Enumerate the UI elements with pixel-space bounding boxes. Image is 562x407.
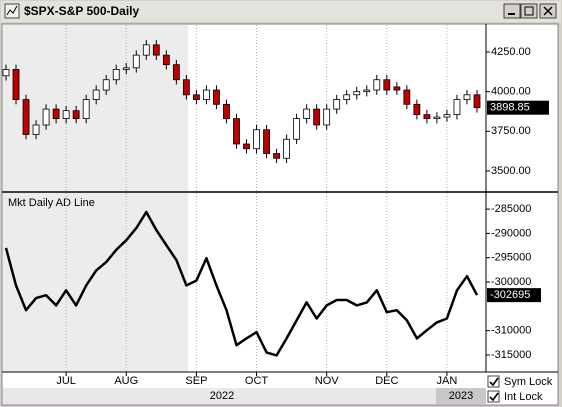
candle-body [443, 114, 451, 118]
candle-body [112, 69, 120, 81]
y-tick-label: -295000 [491, 252, 531, 264]
shaded-region [3, 25, 188, 372]
candle-body [32, 124, 40, 135]
candle-body [363, 89, 371, 93]
candle-body [273, 153, 280, 159]
candle-body [102, 79, 110, 91]
x-tick-label: JUL [56, 375, 76, 387]
candle-body [383, 79, 391, 91]
window-title: $SPX-S&P 500-Daily [24, 4, 139, 18]
candle-body [353, 91, 361, 96]
candle-body [403, 89, 411, 105]
x-tick-label: DEC [375, 375, 398, 387]
y-tick-label: -300000 [491, 276, 531, 288]
candle-body [323, 108, 331, 126]
window-icon [4, 3, 20, 19]
year-row [3, 388, 486, 404]
y-tick-label: 3500.00 [491, 165, 531, 177]
candle-body [2, 69, 10, 77]
x-tick-label: NOV [315, 375, 340, 387]
candle-body [463, 94, 471, 100]
candle-body [263, 129, 270, 154]
year-label: 2022 [210, 390, 234, 402]
candle-body [122, 67, 130, 70]
candle-body [203, 89, 210, 100]
candle-body [453, 99, 461, 116]
candle-body [313, 108, 321, 126]
x-tick-label: AUG [114, 375, 138, 387]
candle-body [42, 108, 50, 126]
candle-body [333, 99, 341, 110]
candle-body [413, 103, 421, 116]
y-tick-label: 4250.00 [491, 46, 531, 58]
y-tick-label: 3750.00 [491, 125, 531, 137]
candle-body [62, 110, 70, 120]
last-value-label: -302695 [490, 289, 530, 301]
candle-body [52, 108, 60, 120]
candle-body [193, 94, 200, 100]
candle-body [253, 129, 260, 150]
candle-body [152, 44, 160, 56]
candle-body [233, 118, 240, 145]
candle-body [182, 79, 190, 96]
minimize-button[interactable] [503, 3, 521, 19]
candle-body [132, 54, 140, 69]
candle-body [92, 89, 100, 100]
candle-body [72, 110, 80, 120]
checkbox-check [489, 392, 499, 402]
checkbox[interactable] [487, 375, 500, 388]
close-glyph [543, 6, 553, 16]
x-tick-label: JAN [437, 375, 458, 387]
x-tick-label: SEP [185, 375, 207, 387]
candle-body [473, 94, 481, 109]
candle-body [213, 89, 220, 105]
y-tick-label: -285000 [491, 203, 531, 215]
candle-body [303, 108, 311, 120]
checkbox-label: Int Lock [504, 391, 543, 403]
last-value-box [487, 100, 549, 115]
candle-body [243, 143, 250, 150]
candle-body [142, 44, 150, 56]
candle-body [373, 79, 381, 91]
candle-body [172, 64, 180, 81]
candle-body [162, 54, 170, 66]
title-bar [1, 1, 561, 22]
window-icon-glyph [6, 5, 18, 16]
candle-body [223, 103, 230, 120]
candle-body [423, 114, 431, 120]
year-row-current [436, 388, 486, 404]
checkbox-label: Sym Lock [504, 376, 553, 388]
candle-body [433, 116, 441, 120]
candle-body [22, 99, 30, 135]
checkbox[interactable] [487, 390, 500, 403]
y-tick-label: -315000 [491, 349, 531, 361]
y-tick-label: -290000 [491, 227, 531, 239]
x-tick-label: OCT [245, 375, 269, 387]
candle-body [393, 86, 401, 91]
maximize-button[interactable] [520, 3, 538, 19]
candle-body [82, 99, 90, 120]
last-value-label: 3898.85 [490, 102, 530, 114]
panel-title: Mkt Daily AD Line [8, 197, 95, 209]
y-tick-label: -310000 [491, 325, 531, 337]
checkbox-check [489, 377, 499, 387]
candle-body [343, 94, 351, 100]
last-value-box [487, 288, 541, 303]
candle-body [12, 69, 20, 100]
y-tick-label: 4000.00 [491, 86, 531, 98]
year-label: 2023 [449, 390, 473, 402]
candle-body [283, 138, 290, 159]
candle-body [293, 118, 301, 140]
ad-line [4, 210, 479, 357]
maximize-glyph [524, 6, 534, 16]
